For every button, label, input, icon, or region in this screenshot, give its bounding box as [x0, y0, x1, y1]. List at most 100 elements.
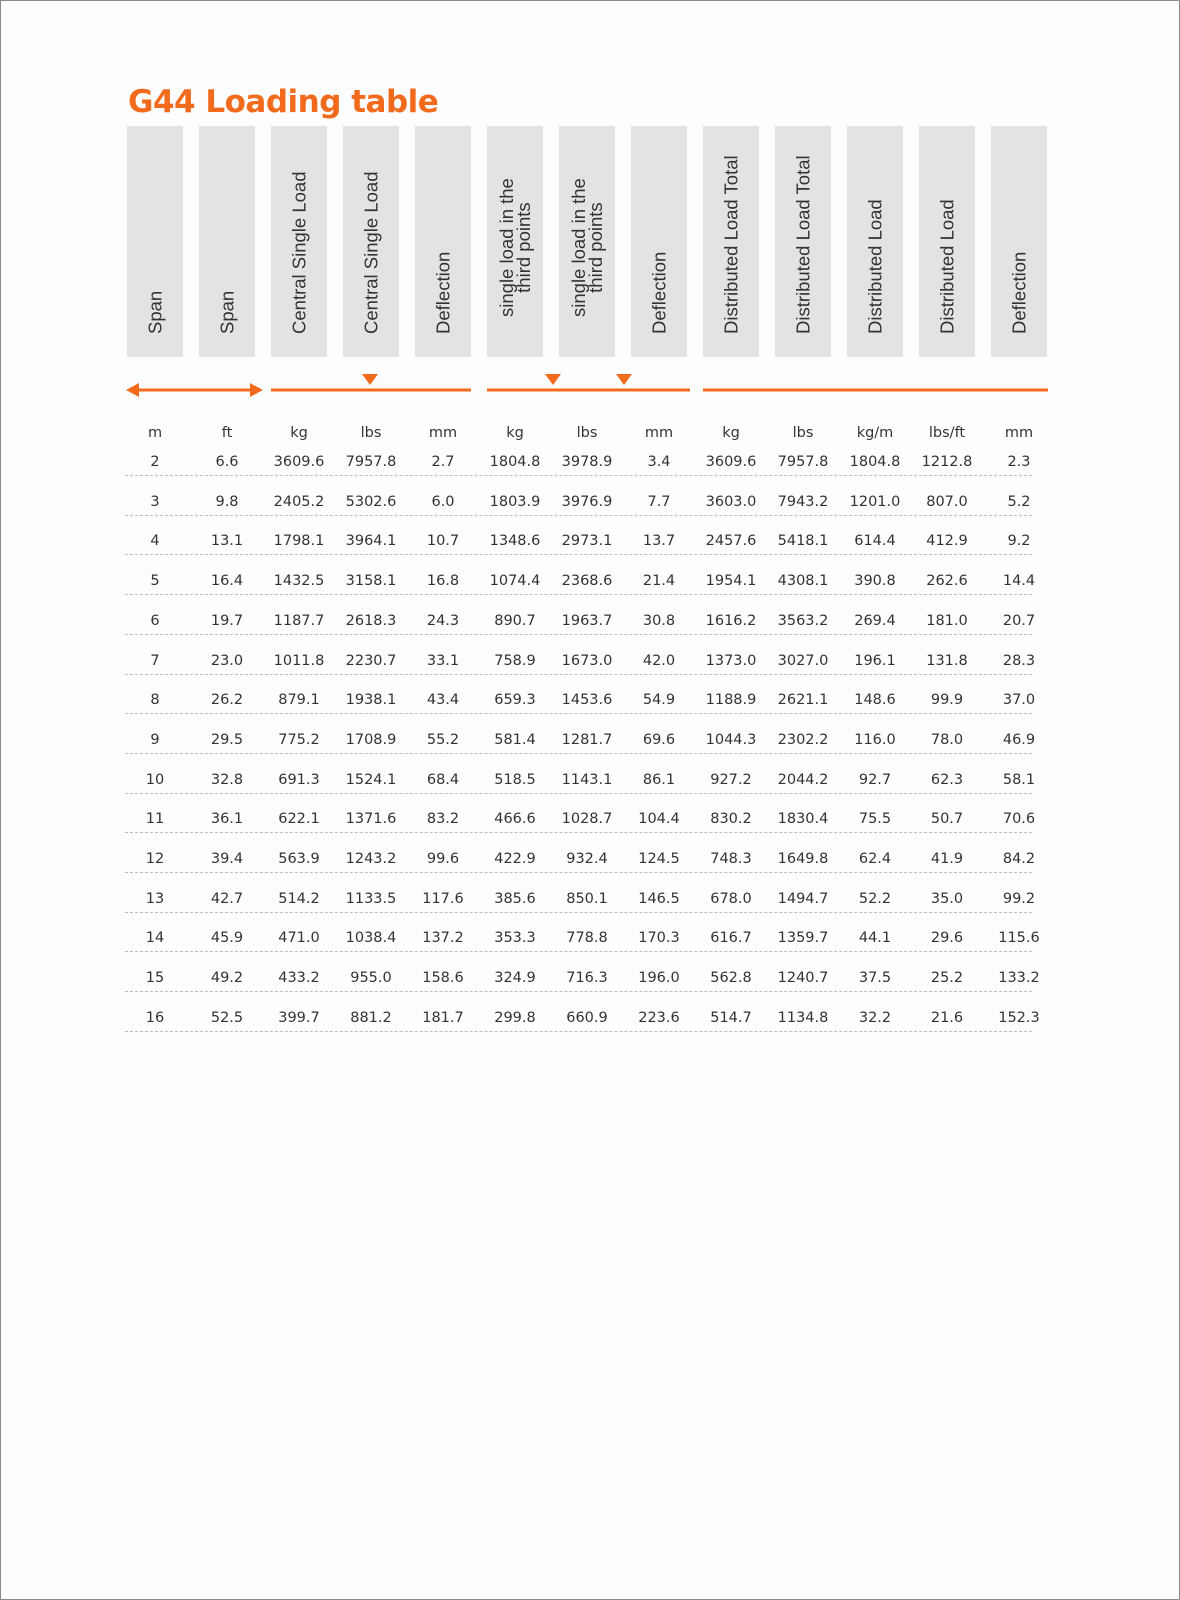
unit-label: kg — [722, 425, 740, 441]
unit-label: lbs/ft — [928, 425, 966, 441]
table-cell: 1803.9 — [489, 493, 541, 510]
table-cell: 181.7 — [422, 1009, 464, 1026]
table-cell: 1673.0 — [561, 652, 613, 669]
row-divider — [125, 872, 1032, 873]
table-cell: 691.3 — [278, 771, 320, 788]
table-cell: 433.2 — [278, 970, 320, 987]
table-cell: 170.3 — [638, 930, 680, 947]
unit-label: mm — [428, 425, 458, 441]
table-cell: 46.9 — [1002, 731, 1036, 748]
table-cell: 1649.8 — [777, 851, 829, 867]
table-cell: 7957.8 — [345, 454, 397, 470]
row-divider — [125, 792, 1032, 794]
table-cell: 8 — [150, 692, 160, 709]
table-cell: 3603.0 — [705, 493, 757, 510]
table-cell: 78.0 — [930, 731, 964, 748]
table-cell: 1201.0 — [849, 493, 901, 510]
row-divider — [125, 514, 1032, 516]
table-cell: 3976.9 — [561, 493, 613, 510]
table-cell: 660.9 — [566, 1009, 608, 1026]
table-cell: 32.8 — [210, 771, 244, 788]
table-cell: 1708.9 — [345, 731, 397, 748]
table-cell: 116.0 — [854, 731, 896, 748]
table-cell: 42.7 — [210, 890, 244, 907]
table-cell: 1798.1 — [273, 533, 325, 550]
table-cell: 32.2 — [858, 1009, 892, 1026]
column-header: Distributed Load — [919, 126, 975, 357]
table-cell: 223.6 — [638, 1009, 680, 1026]
table-cell: 28.3 — [1002, 652, 1036, 669]
table-cell: 99.6 — [426, 851, 460, 867]
table-cell: 1954.1 — [705, 573, 757, 590]
column-header: Deflection — [631, 126, 687, 357]
table-cell: 75.5 — [858, 811, 892, 828]
table-cell: 54.9 — [642, 692, 676, 709]
table-cell: 3 — [150, 493, 160, 510]
table-cell: 68.4 — [426, 771, 460, 788]
table-cell: 1830.4 — [777, 811, 829, 828]
row-divider — [125, 594, 1032, 596]
unit-label: m — [147, 425, 163, 441]
table-cell: 518.5 — [494, 771, 536, 788]
table-cell: 778.8 — [566, 930, 608, 947]
table-cell: 5302.6 — [345, 493, 397, 510]
table-cell: 466.6 — [494, 811, 536, 828]
table-cell: 758.9 — [494, 652, 536, 669]
table-cell: 3964.1 — [345, 533, 397, 550]
row-divider — [125, 554, 1032, 556]
table-cell: 1524.1 — [345, 771, 397, 788]
table-cell: 955.0 — [350, 970, 392, 987]
table-cell: 83.2 — [426, 811, 460, 828]
table-cell: 1188.9 — [705, 692, 757, 709]
table-cell: 269.4 — [854, 612, 896, 629]
table-cell: 1133.5 — [345, 890, 397, 907]
table-cell: 1371.6 — [345, 811, 397, 828]
table-cell: 1243.2 — [345, 851, 397, 867]
table-cell: 390.8 — [854, 573, 896, 590]
column-header: Deflection — [991, 126, 1047, 357]
table-cell: 1373.0 — [705, 652, 757, 669]
column-header: Distributed Load Total — [775, 126, 831, 357]
table-cell: 23.0 — [210, 652, 244, 669]
unit-label: ft — [221, 425, 233, 441]
table-cell: 29.6 — [930, 930, 964, 947]
table-cell: 3978.9 — [561, 454, 613, 470]
table-cell: 7 — [150, 652, 160, 669]
table-cell: 2044.2 — [777, 771, 829, 788]
table-cell: 25.2 — [930, 970, 964, 987]
table-cell: 92.7 — [858, 771, 892, 788]
table-cell: 385.6 — [494, 890, 536, 907]
row-divider — [125, 713, 1032, 715]
unit-label: mm — [644, 425, 674, 441]
table-cell: 131.8 — [926, 652, 968, 669]
table-cell: 1212.8 — [921, 454, 973, 470]
table-cell: 3.4 — [647, 454, 671, 470]
table-cell: 927.2 — [710, 771, 752, 788]
table-cell: 99.2 — [1002, 890, 1036, 907]
table-cell: 1804.8 — [849, 454, 901, 470]
table-cell: 7943.2 — [777, 493, 829, 510]
table-cell: 16 — [145, 1009, 165, 1026]
table-cell: 5 — [150, 573, 160, 590]
table-cell: 58.1 — [1002, 771, 1036, 788]
table-cell: 50.7 — [930, 811, 964, 828]
table-cell: 10.7 — [426, 533, 460, 550]
table-cell: 353.3 — [494, 930, 536, 947]
table-cell: 1074.4 — [489, 573, 541, 590]
table-cell: 133.2 — [998, 970, 1040, 987]
table-cell: 20.7 — [1002, 612, 1036, 629]
table-cell: 10 — [145, 771, 165, 788]
table-cell: 99.9 — [930, 692, 964, 709]
table-cell: 614.4 — [854, 533, 896, 550]
table-cell: 5.2 — [1007, 493, 1031, 510]
central-load-icon — [271, 374, 471, 392]
table-cell: 21.6 — [930, 1009, 964, 1026]
table-cell: 1187.7 — [273, 612, 325, 629]
table-cell: 830.2 — [710, 811, 752, 828]
table-cell: 3609.6 — [273, 454, 325, 470]
table-cell: 324.9 — [494, 970, 536, 987]
table-cell: 1281.7 — [561, 731, 613, 748]
table-cell: 422.9 — [494, 851, 536, 867]
table-cell: 2621.1 — [777, 692, 829, 709]
table-cell: 62.3 — [930, 771, 964, 788]
